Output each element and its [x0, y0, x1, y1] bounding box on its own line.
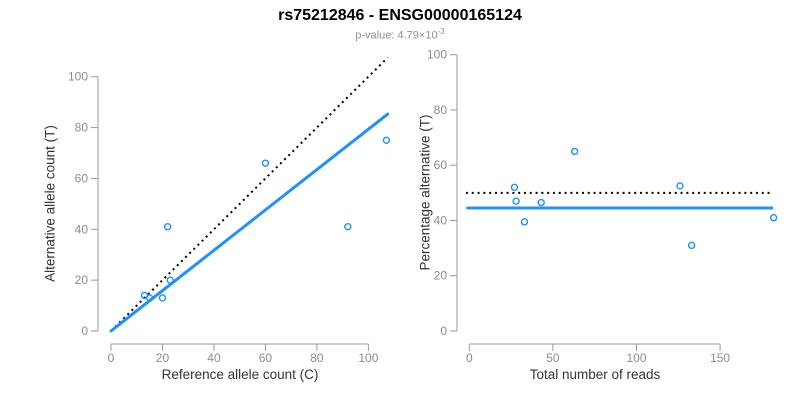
- fit-line: [109, 112, 390, 333]
- data-point: [261, 159, 270, 167]
- figure-subtitle: p-value: 4.79×10-3: [0, 27, 800, 42]
- data-point: [145, 294, 154, 302]
- y-tick-label: 100: [427, 48, 447, 62]
- x-tick-label: 0: [108, 351, 115, 365]
- left-scatter-plot: 0 20 40 60 80 100 0 20 40 60 80 100: [68, 56, 391, 365]
- times-symbol: ×: [418, 29, 426, 42]
- figure-title: rs75212846 - ENSG00000165124: [278, 7, 522, 24]
- left-y-axis-label: Alternative allele count (T): [42, 125, 58, 282]
- y-tick-label: 60: [75, 171, 89, 185]
- right-x-axis-label: Total number of reads: [529, 367, 661, 382]
- data-point: [570, 147, 579, 156]
- left-x-axis-label: Reference allele count (C): [161, 367, 319, 382]
- x-tick-label: 80: [310, 351, 324, 365]
- data-point: [769, 214, 778, 222]
- right-scatter-plot: 0 20 40 60 80 100 0 50 100 150: [427, 48, 778, 365]
- data-point: [510, 183, 519, 192]
- x-tick-label: 40: [207, 351, 221, 365]
- x-tick-label: 60: [259, 351, 273, 365]
- y-tick-label: 80: [434, 103, 448, 117]
- y-tick-label: 40: [75, 222, 89, 236]
- data-point: [676, 182, 684, 190]
- y-tick-label: 0: [81, 324, 88, 338]
- data-point: [382, 136, 391, 144]
- pvalue-base: 10: [425, 29, 438, 42]
- data-point: [687, 241, 696, 250]
- x-tick-label: 50: [546, 351, 560, 365]
- data-point: [512, 197, 520, 205]
- data-point: [166, 276, 174, 284]
- x-tick-label: 100: [358, 351, 378, 365]
- right-y-axis-label: Percentage alternative (T): [417, 114, 433, 271]
- data-point: [344, 223, 352, 231]
- y-tick-label: 20: [75, 273, 89, 287]
- y-tick-label: 0: [440, 324, 447, 338]
- pvalue-prefix: p-value:: [355, 29, 398, 42]
- y-tick-label: 80: [75, 121, 89, 135]
- identity-line: [110, 56, 389, 332]
- data-point: [537, 198, 545, 207]
- data-point: [163, 223, 172, 231]
- y-tick-label: 60: [434, 158, 448, 172]
- x-tick-label: 20: [156, 351, 170, 365]
- y-tick-label: 20: [434, 269, 448, 283]
- x-tick-label: 0: [466, 351, 473, 365]
- data-point: [520, 218, 529, 226]
- pvalue-exponent: -3: [437, 27, 445, 36]
- pvalue-mantissa: 4.79: [397, 29, 419, 42]
- y-tick-label: 40: [434, 213, 448, 227]
- x-tick-label: 150: [710, 351, 730, 365]
- y-tick-label: 100: [68, 70, 88, 84]
- data-point: [158, 294, 167, 302]
- x-tick-label: 100: [626, 351, 646, 365]
